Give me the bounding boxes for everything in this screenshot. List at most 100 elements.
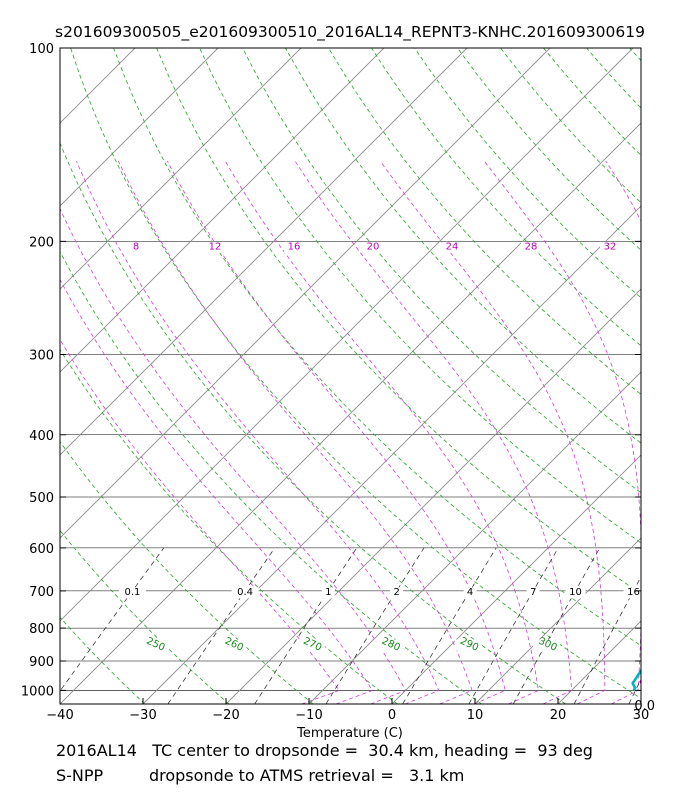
mixing-ratio-label-bg <box>565 587 586 599</box>
dry-adiabat <box>457 48 641 251</box>
y-tick-label: 500 <box>29 491 54 506</box>
dry-adiabat-label-bg <box>140 639 168 651</box>
dry-adiabat-label-bg <box>533 639 561 651</box>
mixing-ratio-line <box>573 576 641 704</box>
mixing-ratio-label-bg <box>390 587 404 599</box>
dry-adiabat-label: 250 <box>145 636 167 654</box>
moist-adiabat <box>379 160 606 704</box>
y-tick-label: 700 <box>29 585 54 600</box>
mixing-ratio-label: 16 <box>627 587 640 598</box>
moist-adiabat <box>60 207 407 704</box>
moist-adiabat-label-bg <box>129 241 143 253</box>
mixing-ratio-label-bg <box>321 587 335 599</box>
isotherm <box>60 48 219 207</box>
dry-adiabat <box>371 48 641 347</box>
dry-adiabat <box>629 48 641 62</box>
dry-adiabat <box>414 48 641 299</box>
dry-adiabat <box>113 48 641 647</box>
y-tick-label: 1000 <box>21 684 54 699</box>
mixing-ratio-label-bg <box>463 587 477 599</box>
moist-adiabat-label: 32 <box>604 241 617 252</box>
isotherm <box>60 48 136 124</box>
mixing-ratio-line <box>628 678 641 704</box>
moist-adiabat-label: 24 <box>446 241 459 252</box>
isotherm <box>60 48 302 290</box>
moist-adiabat <box>60 278 374 704</box>
dry-adiabat-label: 270 <box>301 636 323 654</box>
moist-adiabat-label-bg <box>205 241 225 253</box>
mixing-ratio-line <box>167 547 276 704</box>
dry-adiabat <box>70 48 641 699</box>
y-tick-label: 600 <box>29 542 54 557</box>
isotherm <box>0 48 52 704</box>
corner-value-label: 0.0 <box>634 699 655 714</box>
mixing-ratio-label: 2 <box>393 587 399 598</box>
dry-adiabat-label: 290 <box>458 636 480 654</box>
dry-adiabat <box>586 48 641 109</box>
moist-adiabat-label: 20 <box>367 241 380 252</box>
y-tick-label: 300 <box>29 348 54 363</box>
dry-adiabat-label-bg <box>454 639 482 651</box>
x-tick-label: −30 <box>129 708 156 723</box>
dry-adiabat <box>328 48 641 395</box>
caption-line-1: 2016AL14 TC center to dropsonde = 30.4 k… <box>56 741 593 760</box>
mixing-ratio-line <box>402 547 497 704</box>
caption-line-2: S-NPP dropsonde to ATMS retrieval = 3.1 … <box>56 766 465 785</box>
mixing-ratio-label-bg <box>231 587 259 599</box>
mixing-ratio-line <box>60 547 165 692</box>
mixing-ratio-label: 4 <box>467 587 473 598</box>
series-atms-dewpoint <box>642 48 700 690</box>
x-tick-label: −10 <box>295 708 322 723</box>
y-tick-label: 100 <box>29 42 54 57</box>
moist-adiabat-label: 28 <box>525 241 538 252</box>
mixing-ratio-label-bg <box>623 587 641 599</box>
mixing-ratio-line <box>325 547 425 704</box>
moist-adiabat-label-bg <box>521 241 541 253</box>
dry-adiabat <box>60 616 146 704</box>
moist-adiabat <box>118 160 473 704</box>
moist-adiabat <box>60 338 340 704</box>
x-axis-label: Temperature (C) <box>296 726 403 741</box>
dry-adiabat <box>60 702 61 704</box>
isotherm <box>60 48 634 622</box>
dry-adiabat <box>60 250 482 704</box>
mixing-ratio-label: 0.4 <box>237 587 253 598</box>
isotherm <box>60 48 385 373</box>
mixing-ratio-label: 10 <box>569 587 582 598</box>
x-tick-label: 20 <box>550 708 567 723</box>
dry-adiabat-label-bg <box>219 639 247 651</box>
dry-adiabat <box>60 348 398 704</box>
dry-adiabat <box>500 48 641 204</box>
x-tick-label: −20 <box>212 708 239 723</box>
moist-adiabat-label-bg <box>442 241 462 253</box>
dry-adiabat-label-bg <box>297 639 325 651</box>
x-tick-label: 30 <box>633 708 650 723</box>
mixing-ratio-line <box>512 547 601 704</box>
mixing-ratio-label-bg <box>118 587 146 599</box>
x-tick-label: 0 <box>388 708 396 723</box>
isotherm <box>474 537 641 704</box>
dry-adiabat <box>60 529 230 704</box>
isotherm <box>225 288 641 704</box>
dry-adiabat <box>673 48 700 704</box>
moist-adiabat <box>76 160 440 704</box>
plot-frame <box>59 47 642 705</box>
isotherm <box>640 703 641 704</box>
dry-adiabat-label: 300 <box>537 636 559 654</box>
dry-adiabat <box>60 142 566 704</box>
moist-adiabat-label-bg <box>284 241 304 253</box>
moist-adiabat-label: 16 <box>288 241 301 252</box>
isotherm <box>60 122 641 704</box>
dry-adiabat-label: 280 <box>380 636 402 654</box>
isotherm <box>391 454 641 704</box>
y-tick-label: 400 <box>29 429 54 444</box>
axes-layer: −40 −30 −20 −10 0 10 20 30 100 200 300 400 500 600 700… <box>21 42 649 723</box>
mixing-ratio-label: 7 <box>530 587 536 598</box>
series-dropsonde-dewpoint <box>631 668 641 691</box>
mixing-ratio-line <box>254 547 358 704</box>
dry-adiabat <box>285 48 641 444</box>
isotherm <box>60 48 551 539</box>
isotherm <box>557 620 641 704</box>
